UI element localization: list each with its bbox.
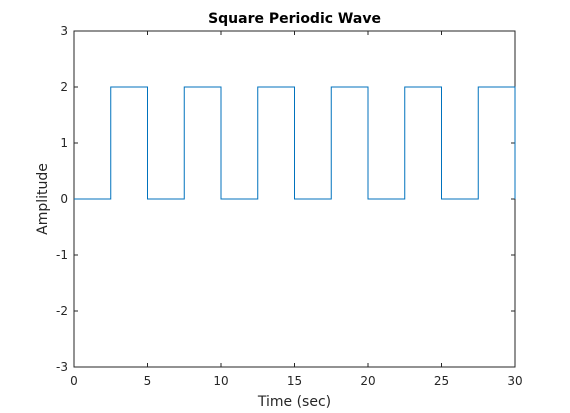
x-tick-label: 10	[213, 374, 228, 388]
x-axis-label: Time (sec)	[257, 394, 331, 410]
y-tick-label: -1	[56, 248, 68, 262]
y-axis-label: Amplitude	[35, 163, 51, 235]
y-tick-label: 0	[60, 192, 68, 206]
x-tick-label: 25	[434, 374, 449, 388]
x-tick-label: 5	[144, 374, 152, 388]
x-tick-label: 15	[287, 374, 302, 388]
x-tick-label: 20	[360, 374, 375, 388]
y-tick-label: 2	[60, 80, 68, 94]
chart-title: Square Periodic Wave	[208, 11, 381, 27]
y-tick-label: -2	[56, 304, 68, 318]
x-tick-label: 0	[70, 374, 78, 388]
x-tick-label: 30	[507, 374, 522, 388]
y-tick-label: -3	[56, 360, 68, 374]
y-tick-label: 3	[60, 24, 68, 38]
y-tick-label: 1	[60, 136, 68, 150]
